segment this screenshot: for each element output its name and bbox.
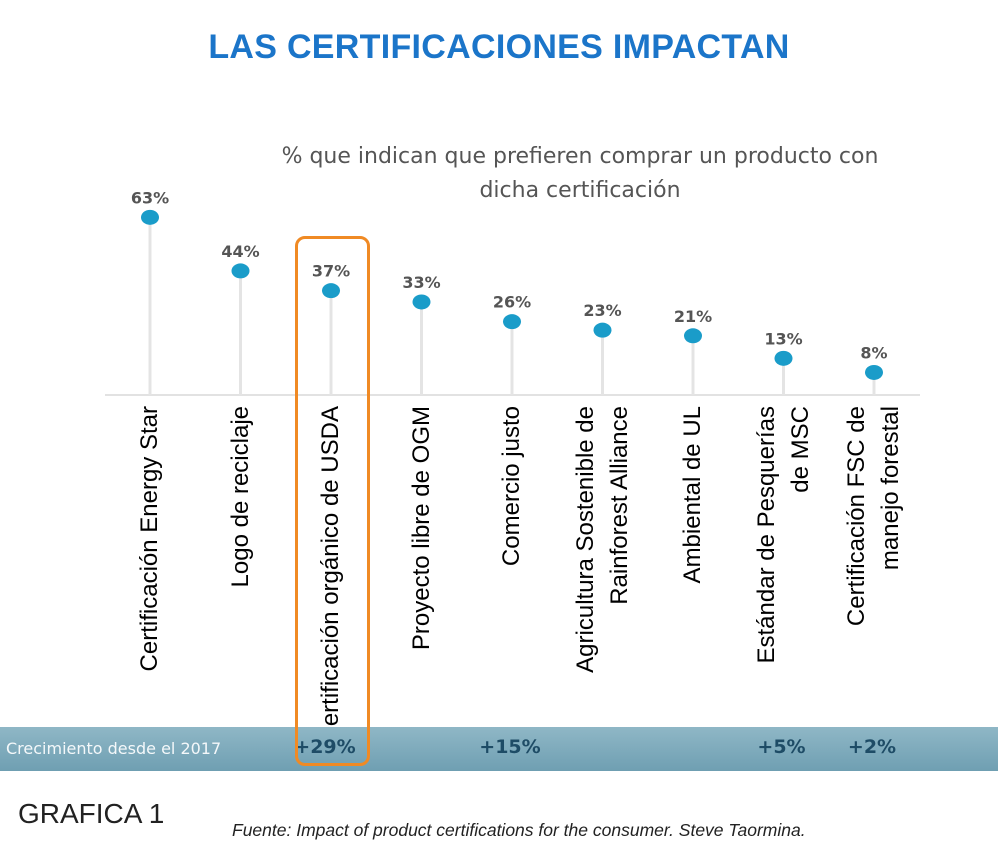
lollipop-dot <box>503 314 521 330</box>
lollipop-chart: 63% 44% 37% 33% 26% 23% 21% 13% 8% <box>105 188 920 396</box>
highlight-box <box>295 236 370 766</box>
growth-value: +5% <box>757 736 806 758</box>
growth-value: +29% <box>294 736 356 758</box>
figure-label: GRAFICA 1 <box>18 798 165 829</box>
category-label-line: Rainforest Alliance <box>605 406 633 605</box>
lollipop-dot <box>593 322 612 338</box>
lollipop-dot <box>774 350 793 366</box>
category-label-line: manejo forestal <box>877 406 904 571</box>
value-label: 37% <box>312 262 350 281</box>
category-label: Proyecto libre de OGM <box>377 406 467 706</box>
category-label: Certificación FSC de manejo forestal <box>829 406 919 706</box>
lollipop-dot <box>322 283 340 299</box>
value-label: 13% <box>764 329 802 348</box>
value-label: 8% <box>860 343 887 362</box>
category-label-line: Certificación FSC de <box>843 406 870 627</box>
category-label-line: Comercio justo <box>498 406 525 567</box>
category-label-line: Estándar de Pesquerías <box>752 406 780 664</box>
category-label: Logo de reciclaje <box>196 406 286 706</box>
category-label-line: Certificación Energy Star <box>136 406 163 672</box>
value-label: 63% <box>131 188 169 207</box>
growth-value: +2% <box>847 736 897 758</box>
growth-bar: Crecimiento desde el 2017 +29% +15% +5% +2% <box>0 727 998 771</box>
category-label: Comercio justo <box>467 406 557 706</box>
growth-value: +15% <box>479 736 541 758</box>
value-label: 33% <box>402 273 440 292</box>
category-label-line: de MSC <box>786 406 814 493</box>
lollipop-dot <box>865 364 883 380</box>
lollipop-dot <box>412 294 431 310</box>
subtitle-line-2: dicha certificación <box>479 178 681 203</box>
chart-subtitle: % que indican que prefieren comprar un p… <box>260 140 900 208</box>
category-label: Estándar de Pesquerías de MSC <box>739 406 829 706</box>
value-label: 21% <box>674 307 712 326</box>
value-label: 23% <box>583 301 621 320</box>
source-citation: Fuente: Impact of product certifications… <box>232 820 806 840</box>
category-label: Ambiental de UL <box>648 406 738 706</box>
category-label-line: Ambiental de UL <box>679 406 706 584</box>
lollipop-dot <box>141 209 159 225</box>
lollipop-dot <box>684 328 702 344</box>
lollipop-dot <box>231 263 250 279</box>
value-label: 26% <box>493 293 531 312</box>
category-label-line: Proyecto libre de OGM <box>407 406 435 651</box>
growth-label: Crecimiento desde el 2017 <box>6 739 222 758</box>
category-label-line: Agricultura Sostenible de <box>571 406 599 673</box>
category-label-line: Logo de reciclaje <box>226 406 254 588</box>
category-label: Certificación Energy Star <box>105 406 195 706</box>
subtitle-line-1: % que indican que prefieren comprar un p… <box>281 144 879 169</box>
category-label: Agricultura Sostenible de Rainforest Alli… <box>558 406 648 706</box>
value-label: 44% <box>221 242 259 261</box>
chart-title: LAS CERTIFICACIONES IMPACTAN <box>208 28 790 66</box>
